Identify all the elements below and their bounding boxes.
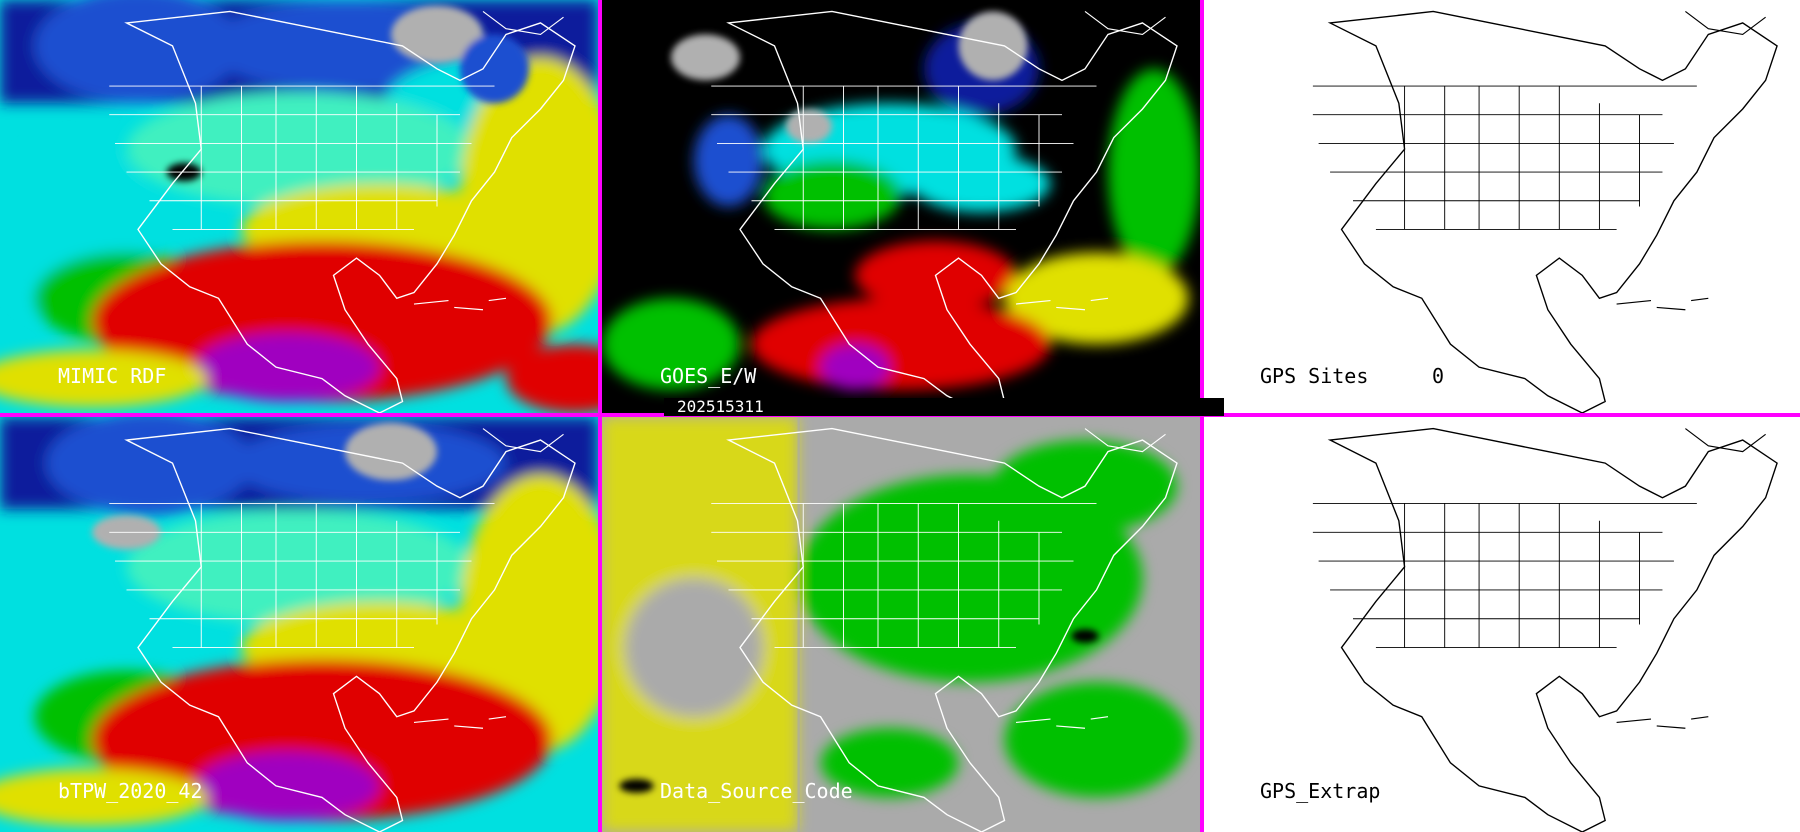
vertical-divider-left [598,0,602,832]
panel-goes-ew: GOES_E/W [602,0,1200,413]
panel-btpw: bTPW_2020_42 [0,417,598,832]
map-outline-gps-sites [1312,10,1778,413]
panel-label: Data_Source_Code [660,779,853,803]
data-source-image [602,417,1200,832]
tpw-image-btpw [0,417,598,832]
panel-data-source-code: Data_Source_Code [602,417,1200,832]
panel-gps-extrap: GPS_Extrap [1204,417,1800,832]
panel-mimic-rdf: MIMIC RDF [0,0,598,413]
site-count: 0 [1432,364,1445,388]
panel-label: GPS_Extrap [1260,779,1381,803]
map-outline-icon [1312,10,1778,413]
vertical-divider-right [1200,0,1204,832]
map-outline-gps-extrap [1312,427,1778,832]
panel-label: bTPW_2020_42 [58,779,203,803]
panel-gps-sites: GPS Sites 0 [1204,0,1800,413]
panel-label: GOES_E/W [660,364,757,388]
map-outline-icon [1312,427,1778,832]
panel-label: GPS Sites [1260,364,1369,388]
timestamp: 202515311 [677,397,764,416]
timestamp-bar: 202515311 [664,398,1224,416]
panel-label: MIMIC RDF [58,364,167,388]
tpw-image-mimic [0,0,598,413]
tpw-image-goes [602,0,1200,413]
